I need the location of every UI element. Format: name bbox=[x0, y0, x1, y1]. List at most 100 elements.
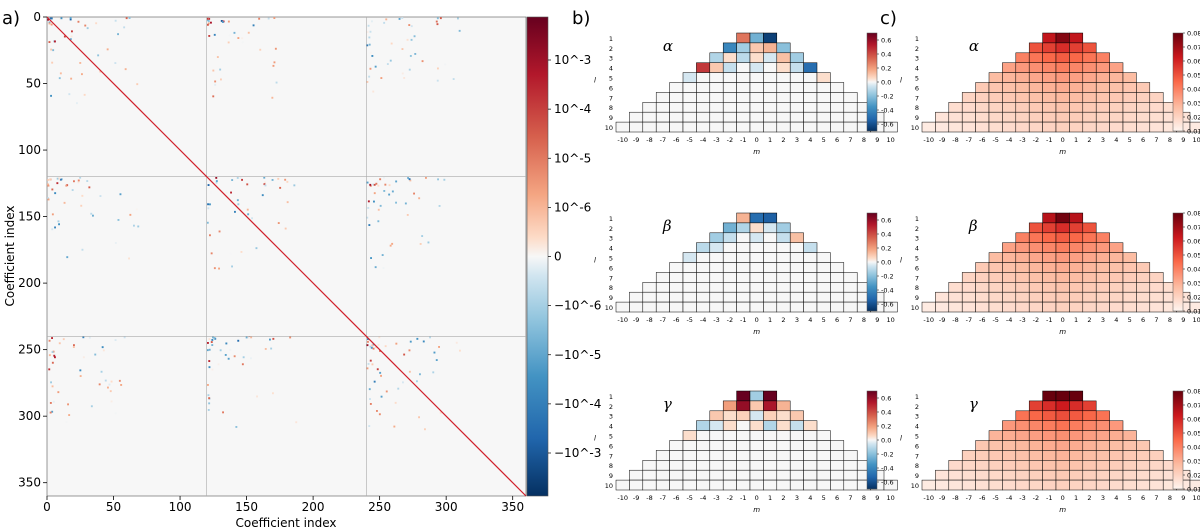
coefficient-cell bbox=[1015, 242, 1030, 253]
coefficient-cell bbox=[1082, 52, 1097, 63]
m-tick-label: 0 bbox=[1061, 316, 1065, 324]
m-axis-label: m bbox=[1059, 506, 1066, 514]
matrix-cell bbox=[255, 247, 258, 250]
coefficient-cell bbox=[843, 272, 858, 283]
l-tick-label: 10 bbox=[605, 304, 613, 312]
coefficient-cell bbox=[696, 82, 711, 93]
coefficient-cell bbox=[749, 72, 764, 83]
matrix-cell bbox=[393, 425, 396, 428]
l-tick-label: 6 bbox=[609, 442, 613, 450]
coefficient-cell bbox=[988, 460, 1003, 471]
matrix-cell bbox=[51, 361, 54, 364]
coefficient-cell bbox=[1069, 32, 1084, 44]
coefficient-cell bbox=[722, 291, 737, 303]
matrix-cell bbox=[213, 337, 216, 339]
x-tick-label: 350 bbox=[501, 500, 524, 514]
coefficient-cell bbox=[655, 111, 670, 123]
coefficient-cell bbox=[1042, 479, 1057, 491]
coefficient-cell bbox=[1015, 52, 1030, 63]
matrix-cell bbox=[264, 181, 266, 184]
l-tick-label: 5 bbox=[915, 255, 919, 263]
matrix-cell bbox=[403, 77, 406, 79]
coefficient-cell bbox=[1055, 102, 1070, 113]
matrix-cell bbox=[368, 43, 371, 46]
colorbar-tick-label: 0.03 bbox=[1187, 99, 1200, 107]
m-tick-label: 0 bbox=[1061, 136, 1065, 144]
coefficient-cell bbox=[803, 440, 818, 451]
coefficient-cell bbox=[736, 111, 751, 123]
coefficient-cell bbox=[776, 232, 791, 243]
coefficient-cell bbox=[1055, 410, 1070, 421]
coefficient-cell bbox=[1122, 102, 1137, 113]
coefficient-cell bbox=[709, 252, 724, 263]
matrix-cell bbox=[58, 342, 61, 345]
matrix-cell bbox=[69, 17, 72, 19]
coefficient-cell bbox=[709, 460, 724, 471]
matrix-cell bbox=[239, 176, 242, 179]
greek-label: α bbox=[969, 37, 979, 55]
colorbar-a-tick-label: 0 bbox=[554, 250, 562, 264]
m-tick-label: 5 bbox=[1128, 316, 1132, 324]
coefficient-cell bbox=[1149, 121, 1164, 133]
coefficient-cell bbox=[988, 262, 1003, 273]
matrix-cell bbox=[416, 380, 418, 383]
coefficient-cell bbox=[803, 450, 818, 461]
colorbar-b-0: 0.6 0.4 0.2 0.0 -0.2 -0.4 -0.6 bbox=[866, 32, 894, 132]
matrix-cell bbox=[439, 411, 442, 414]
matrix-cell bbox=[54, 226, 56, 229]
matrix-cell bbox=[383, 176, 385, 179]
m-tick-label: 8 bbox=[862, 136, 866, 144]
y-axis-label: Coefficient index bbox=[3, 206, 17, 307]
coefficient-cell bbox=[749, 301, 764, 313]
coefficient-cell bbox=[1055, 111, 1070, 123]
coefficient-cell bbox=[1082, 291, 1097, 303]
matrix-cell bbox=[114, 339, 117, 341]
coefficient-cell bbox=[1095, 252, 1110, 263]
matrix-cell bbox=[402, 381, 404, 384]
matrix-cell bbox=[408, 370, 411, 373]
matrix-cell bbox=[368, 388, 371, 391]
coefficient-cell bbox=[1122, 301, 1137, 313]
m-tick-label: -4 bbox=[700, 316, 706, 324]
m-tick-label: -7 bbox=[966, 136, 972, 144]
coefficient-cell bbox=[975, 440, 990, 451]
coefficient-cell bbox=[776, 460, 791, 471]
coefficient-cell bbox=[696, 252, 711, 263]
coefficient-cell bbox=[988, 72, 1003, 83]
matrix-cell bbox=[256, 395, 258, 398]
l-tick-label: 3 bbox=[915, 413, 919, 421]
coefficient-cell bbox=[722, 252, 737, 263]
m-tick-label: -9 bbox=[633, 494, 639, 502]
coefficient-cell bbox=[1055, 92, 1070, 103]
coefficient-cell bbox=[789, 252, 804, 263]
matrix-cell bbox=[241, 41, 244, 44]
coefficient-cell bbox=[1055, 291, 1070, 303]
matrix-cell bbox=[373, 200, 375, 203]
coefficient-cell bbox=[975, 111, 990, 123]
coefficient-cell bbox=[776, 121, 791, 133]
coefficient-cell bbox=[736, 460, 751, 471]
matrix-cell bbox=[51, 228, 54, 231]
matrix-cell bbox=[368, 36, 371, 39]
coefficient-cell bbox=[935, 301, 950, 313]
coefficient-cell bbox=[709, 242, 724, 253]
coefficient-cell bbox=[1015, 82, 1030, 93]
matrix-cell bbox=[246, 183, 249, 186]
coefficient-cell bbox=[1122, 121, 1137, 133]
coefficient-cell bbox=[1002, 72, 1017, 83]
coefficient-cell bbox=[696, 460, 711, 471]
matrix-cell bbox=[259, 48, 262, 51]
matrix-cell bbox=[240, 251, 243, 253]
coefficient-cell bbox=[682, 460, 697, 471]
coefficient-cell bbox=[1069, 222, 1084, 234]
m-tick-label: 4 bbox=[1114, 316, 1118, 324]
coefficient-cell bbox=[803, 242, 818, 253]
coefficient-cell bbox=[1095, 62, 1110, 73]
coefficient-cell bbox=[763, 32, 778, 44]
m-tick-label: -8 bbox=[952, 136, 958, 144]
coefficient-cell bbox=[1028, 479, 1043, 491]
m-tick-label: 6 bbox=[1141, 316, 1145, 324]
coefficient-cell bbox=[948, 282, 963, 293]
coefficient-cell bbox=[709, 282, 724, 293]
coefficient-cell bbox=[1082, 92, 1097, 103]
